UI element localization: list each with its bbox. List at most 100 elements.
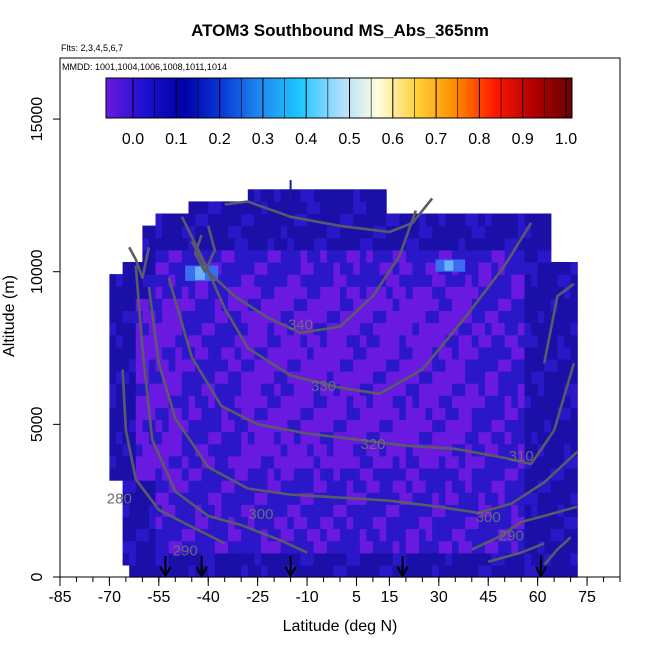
heatmap-cell: [353, 225, 361, 239]
heatmap-cell: [142, 358, 150, 372]
heatmap-cell: [293, 419, 302, 433]
heatmap-cell: [148, 358, 157, 372]
heatmap-cell: [346, 358, 354, 372]
heatmap-cell: [458, 298, 466, 311]
heatmap-cell: [287, 492, 295, 505]
heatmap-cell: [537, 455, 545, 469]
heatmap-cell: [201, 395, 209, 408]
heatmap-cell: [504, 540, 512, 554]
heatmap-cell: [267, 189, 275, 202]
heatmap-cell: [564, 262, 572, 275]
heatmap-cell: [313, 383, 321, 396]
heatmap-cell: [359, 189, 367, 202]
colorbar-tick-label: 0.8: [468, 131, 490, 148]
heatmap-cell: [419, 371, 427, 384]
heatmap-cell: [425, 249, 433, 263]
heatmap-cell: [346, 443, 354, 457]
heatmap-cell: [498, 407, 506, 421]
heatmap-cell: [412, 274, 420, 287]
heatmap-cell: [313, 528, 321, 542]
heatmap-cell: [346, 419, 354, 433]
heatmap-cell: [168, 564, 176, 578]
heatmap-cell: [326, 225, 334, 239]
heatmap-cell: [346, 262, 354, 275]
heatmap-cell: [458, 419, 466, 433]
heatmap-cell: [366, 201, 374, 215]
heatmap-cell: [135, 431, 143, 445]
heatmap-cell: [241, 395, 249, 408]
heatmap-cell: [162, 419, 170, 433]
heatmap-cell: [504, 504, 512, 517]
heatmap-cell: [155, 310, 163, 324]
heatmap-cell: [419, 407, 427, 421]
heatmap-cell: [425, 443, 433, 457]
heatmap-cell: [280, 528, 288, 542]
heatmap-cell: [142, 431, 150, 445]
heatmap-cell: [405, 504, 414, 517]
heatmap-cell: [353, 564, 361, 578]
heatmap-cell: [379, 286, 387, 299]
heatmap-cell: [550, 492, 558, 505]
heatmap-cell: [471, 564, 479, 578]
heatmap-cell: [359, 540, 367, 554]
heatmap-cell: [504, 322, 512, 336]
heatmap-cell: [148, 468, 157, 481]
heatmap-cell: [537, 540, 545, 554]
heatmap-cell: [135, 468, 143, 481]
heatmap-cell: [346, 286, 354, 299]
contour-label: 290: [499, 527, 524, 544]
heatmap-cell: [116, 419, 124, 433]
heatmap-cell: [372, 298, 381, 311]
heatmap-cell: [221, 492, 229, 505]
heatmap-cell: [254, 274, 262, 287]
heatmap-cell: [326, 504, 334, 517]
heatmap-cell: [260, 564, 269, 578]
heatmap-cell: [346, 407, 354, 421]
heatmap-cell: [254, 358, 262, 372]
heatmap-cell: [432, 504, 440, 517]
heatmap-cell: [280, 201, 288, 215]
heatmap-cell: [564, 540, 572, 554]
heatmap-cell: [313, 552, 321, 566]
heatmap-cell: [366, 358, 374, 372]
heatmap-cell: [478, 480, 486, 493]
heatmap-cell: [438, 334, 446, 348]
heatmap-cell: [333, 213, 341, 227]
heatmap-cell: [260, 286, 269, 299]
heatmap-cell: [372, 516, 381, 530]
heatmap-cell: [234, 480, 242, 493]
heatmap-cell: [366, 564, 374, 578]
heatmap-cell: [287, 443, 295, 457]
heatmap-cell: [478, 310, 486, 324]
heatmap-cell: [320, 346, 328, 360]
heatmap-cell: [564, 322, 572, 336]
heatmap-cell: [557, 407, 565, 421]
heatmap-cell: [478, 262, 486, 275]
heatmap-cell: [452, 516, 460, 530]
heatmap-cell: [432, 468, 440, 481]
heatmap-cell: [267, 371, 275, 384]
heatmap-cell: [195, 225, 203, 239]
heatmap-cell: [148, 334, 157, 348]
heatmap-cell: [214, 468, 222, 481]
heatmap-cell: [544, 358, 552, 372]
heatmap-cell: [517, 358, 526, 372]
heatmap-cell: [313, 431, 321, 445]
heatmap-cell: [524, 237, 532, 251]
heatmap-cell: [405, 383, 414, 396]
heatmap-cell: [247, 358, 255, 372]
heatmap-cell: [478, 540, 486, 554]
heatmap-cell: [353, 237, 361, 251]
heatmap-cell: [221, 419, 229, 433]
heatmap-cell: [386, 419, 394, 433]
y-axis-label: Altitude (m): [1, 275, 18, 357]
heatmap-cell: [564, 407, 572, 421]
heatmap-cell: [267, 395, 275, 408]
contour-label: 340: [288, 317, 313, 334]
heatmap-cell: [254, 564, 262, 578]
heatmap-cell: [201, 407, 209, 421]
x-tick-label: -10: [295, 589, 318, 606]
heatmap-cell: [550, 516, 558, 530]
heatmap-cell: [300, 274, 308, 287]
heatmap-cell: [280, 189, 288, 202]
